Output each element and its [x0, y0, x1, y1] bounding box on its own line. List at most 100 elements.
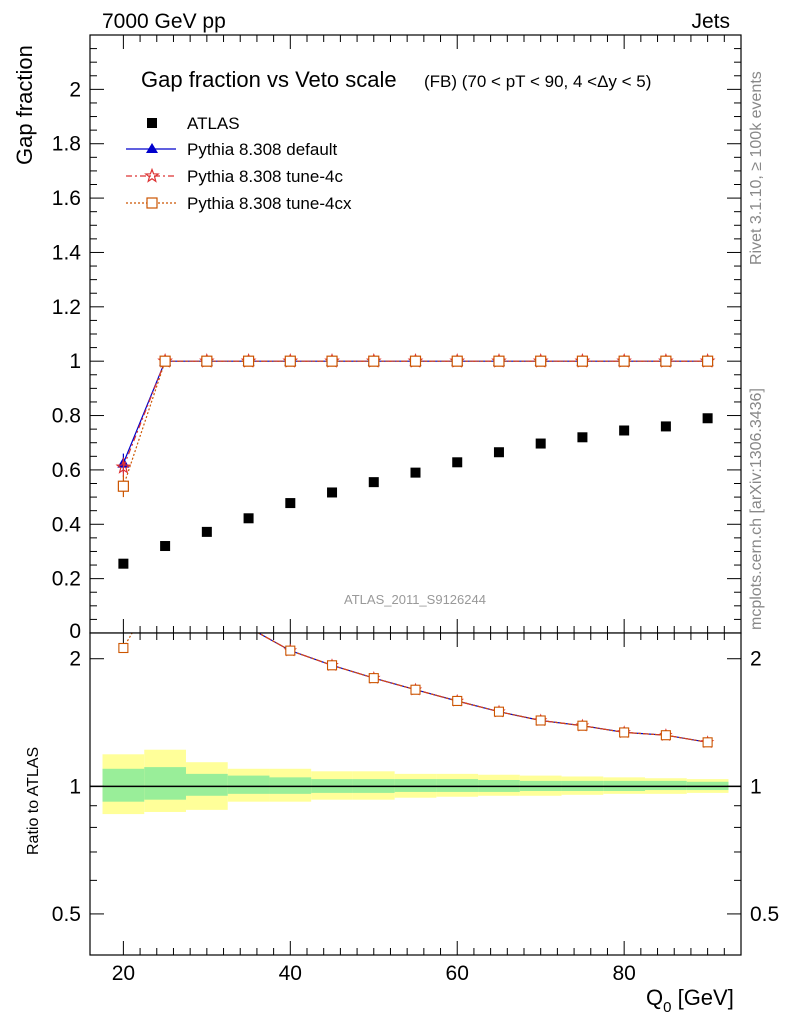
ratio-y-tick-label-left: 1 [69, 775, 81, 798]
x-axis-label-unit: [GeV] [671, 985, 733, 1010]
main-point-pythia-8-308-tune-4cx [618, 355, 630, 367]
main-y-tick-label: 1.2 [52, 296, 81, 319]
ratio-y-tick-label-right: 2 [750, 648, 762, 671]
main-point-pythia-8-308-tune-4cx [201, 355, 213, 367]
ratio-band-green [102, 768, 145, 802]
main-y-tick-label-zero: 0 [69, 620, 81, 643]
x-axis-label-subscript: 0 [663, 999, 671, 1016]
ratio-point-pythia-8-308-tune-4cx [535, 715, 546, 726]
legend-entry-default: Pythia 8.308 default [126, 140, 338, 159]
ratio-point-pythia-8-308-tune-4cx [577, 720, 588, 731]
main-axis-ticks: 0.2 0.4 0.6 0.8 1 1.2 1.4 1.6 1.8 2 0 [52, 34, 742, 643]
main-line-pythia-8-308-tune-4cx [122, 360, 708, 487]
ratio-band-green [645, 780, 687, 791]
ratio-plot-frame [89, 632, 742, 956]
ratio-point-pythia-8-308-tune-4cx [368, 673, 379, 684]
main-point-pythia-8-308-tune-4cx [117, 480, 129, 492]
legend-label-default: Pythia 8.308 default [187, 140, 338, 159]
main-point-atlas [535, 438, 546, 449]
main-point-pythia-8-308-tune-4cx [576, 355, 589, 367]
main-point-pythia-8-308-tune-4cx [451, 355, 463, 367]
legend-marker-tune-4cx [146, 197, 158, 209]
header-left: 7000 GeV pp [102, 10, 226, 33]
x-tick-label: 60 [446, 962, 469, 985]
ratio-point-pythia-8-308-tune-4cx [702, 737, 713, 748]
legend-entry-tune-4c: Pythia 8.308 tune-4c [126, 167, 343, 186]
main-point-pythia-8-308-tune-4cx [368, 355, 380, 367]
analysis-watermark: ATLAS_2011_S9126244 [344, 592, 486, 607]
ratio-y-axis-label: Ratio to ATLAS [25, 747, 42, 855]
main-point-atlas [660, 421, 671, 432]
main-y-axis-label: Gap fraction [12, 45, 37, 165]
main-point-atlas [118, 558, 129, 569]
main-point-atlas [619, 425, 630, 436]
main-y-tick-label: 0.6 [52, 459, 81, 482]
legend-marker-atlas [147, 118, 157, 128]
side-rivet-text: Rivet 3.1.10, ≥ 100k events [748, 71, 765, 265]
ratio-y-tick-label-right: 1 [750, 775, 762, 798]
legend-label-atlas: ATLAS [187, 114, 240, 133]
main-point-atlas [410, 467, 421, 478]
ratio-point-pythia-8-308-tune-4cx [619, 727, 630, 738]
main-y-tick-label: 2 [69, 78, 81, 101]
main-y-tick-label: 0.2 [52, 568, 81, 591]
main-y-tick-label: 1 [69, 350, 81, 373]
main-point-pythia-8-308-tune-4cx [702, 355, 714, 367]
main-point-pythia-8-308-tune-4cx [493, 355, 505, 367]
ratio-point-pythia-8-308-tune-4cx [118, 642, 129, 654]
legend-label-tune-4cx: Pythia 8.308 tune-4cx [187, 194, 352, 213]
main-point-atlas [702, 413, 713, 424]
ratio-band-green [436, 779, 479, 792]
ratio-band-green [227, 775, 270, 794]
main-point-pythia-8-308-tune-4cx [409, 355, 422, 367]
ratio-point-pythia-8-308-tune-4cx [660, 730, 671, 741]
legend-entry-atlas: ATLAS [147, 114, 240, 133]
plot-title: Gap fraction vs Veto scale [141, 67, 397, 92]
main-point-pythia-8-308-tune-4cx [535, 355, 547, 367]
ratio-point-pythia-8-308-tune-4cx [493, 706, 505, 717]
main-y-tick-label: 1.6 [52, 187, 81, 210]
main-point-atlas [201, 526, 212, 537]
main-point-pythia-8-308-tune-4cx [159, 355, 171, 367]
main-y-tick-label: 0.8 [52, 405, 81, 428]
main-point-pythia-8-308-tune-4cx [326, 355, 338, 367]
ratio-y-tick-label-right: 0.5 [750, 903, 779, 926]
legend: ATLAS Pythia 8.308 default Pythia 8.308 … [126, 114, 352, 213]
ratio-data-series [118, 633, 715, 749]
main-y-tick-label: 1.8 [52, 133, 81, 156]
main-point-pythia-8-308-tune-4cx [242, 355, 255, 367]
legend-entry-tune-4cx: Pythia 8.308 tune-4cx [126, 194, 352, 213]
ratio-plot-panel: 0.5 0.5 1 1 2 2 20 40 60 80 Ratio to ATLAS Q0 [Ge… [25, 632, 779, 1016]
ratio-band-green [185, 773, 228, 796]
ratio-band-green [144, 767, 186, 800]
x-tick-label: 40 [279, 962, 302, 985]
ratio-uncertainty-bands [90, 749, 741, 815]
ratio-y-tick-label-left: 2 [69, 648, 81, 671]
ratio-series-group [118, 633, 715, 749]
main-point-pythia-8-308-tune-4cx [660, 355, 672, 367]
x-tick-label: 80 [612, 962, 635, 985]
ratio-y-tick-label-left: 0.5 [52, 903, 81, 926]
header-right: Jets [691, 10, 730, 33]
ratio-band-green [394, 779, 437, 792]
main-point-atlas [243, 513, 254, 524]
main-point-atlas [452, 457, 463, 468]
x-axis-label: Q0 [GeV] [646, 985, 734, 1016]
main-data-series [115, 352, 716, 569]
main-point-atlas [577, 432, 588, 443]
legend-marker-default [146, 143, 158, 153]
main-point-pythia-8-308-tune-4c [115, 458, 132, 474]
main-point-atlas [285, 498, 296, 509]
main-point-atlas [327, 487, 338, 498]
x-axis-label-q: Q [646, 985, 663, 1010]
ratio-point-pythia-8-308-tune-4cx [452, 695, 463, 707]
main-y-tick-label: 0.4 [52, 513, 82, 536]
ratio-point-pythia-8-308-tune-4cx [326, 660, 338, 671]
legend-marker-tune-4c [144, 167, 160, 183]
main-point-atlas [160, 541, 171, 552]
main-point-atlas [368, 477, 379, 488]
main-point-atlas [493, 447, 504, 458]
main-plot-panel: 0.2 0.4 0.6 0.8 1 1.2 1.4 1.6 1.8 2 0 Gap fraction… [12, 34, 742, 643]
plot-subtitle: (FB) (70 < pT < 90, 4 <Δy < 5) [424, 72, 651, 91]
main-y-tick-label: 1.4 [52, 241, 82, 264]
